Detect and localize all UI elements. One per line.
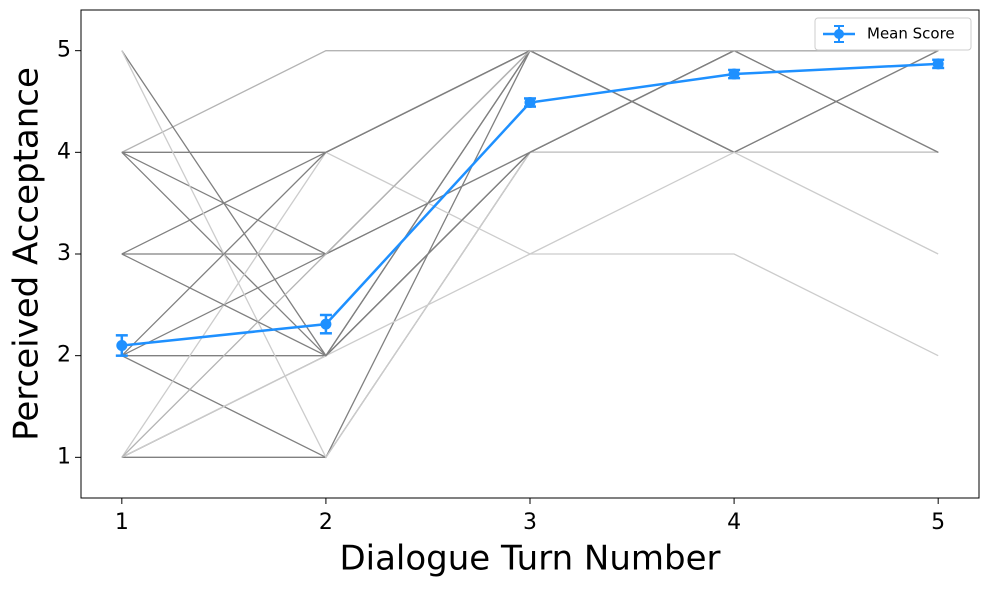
individual-line <box>121 49 939 357</box>
y-axis-label: Perceived Acceptance <box>7 67 47 441</box>
individual-line <box>121 49 939 357</box>
individual-line <box>121 151 939 458</box>
point <box>932 58 944 70</box>
individual-line <box>121 49 939 357</box>
individual-line <box>121 151 939 255</box>
individual-line <box>121 151 939 458</box>
x-tick-label: 3 <box>523 510 537 535</box>
point <box>728 68 740 80</box>
y-tick-label: 5 <box>57 38 71 63</box>
individual-line <box>121 49 939 357</box>
individual-line <box>121 50 939 458</box>
legend-box <box>814 17 972 51</box>
individual-line <box>121 50 939 357</box>
legend: Mean Score <box>814 17 972 51</box>
x-tick-label: 2 <box>319 510 333 535</box>
plot-frame <box>80 9 980 499</box>
x-tick-label: 5 <box>931 510 945 535</box>
legend-label: Mean Score <box>867 25 955 43</box>
y-tick-label: 1 <box>57 444 71 469</box>
x-tick-label: 1 <box>115 510 129 535</box>
y-tick-label: 4 <box>57 139 71 164</box>
individual-line <box>121 151 939 459</box>
point <box>116 340 128 351</box>
individual-line <box>121 50 939 357</box>
x-tick-label: 4 <box>727 510 741 535</box>
x-axis-label: Dialogue Turn Number <box>339 539 720 579</box>
point <box>524 97 536 109</box>
individual-line <box>121 151 939 458</box>
y-tick-label: 3 <box>57 241 71 266</box>
point <box>320 318 332 330</box>
y-tick-label: 2 <box>57 343 71 368</box>
legend-marker <box>834 29 844 39</box>
